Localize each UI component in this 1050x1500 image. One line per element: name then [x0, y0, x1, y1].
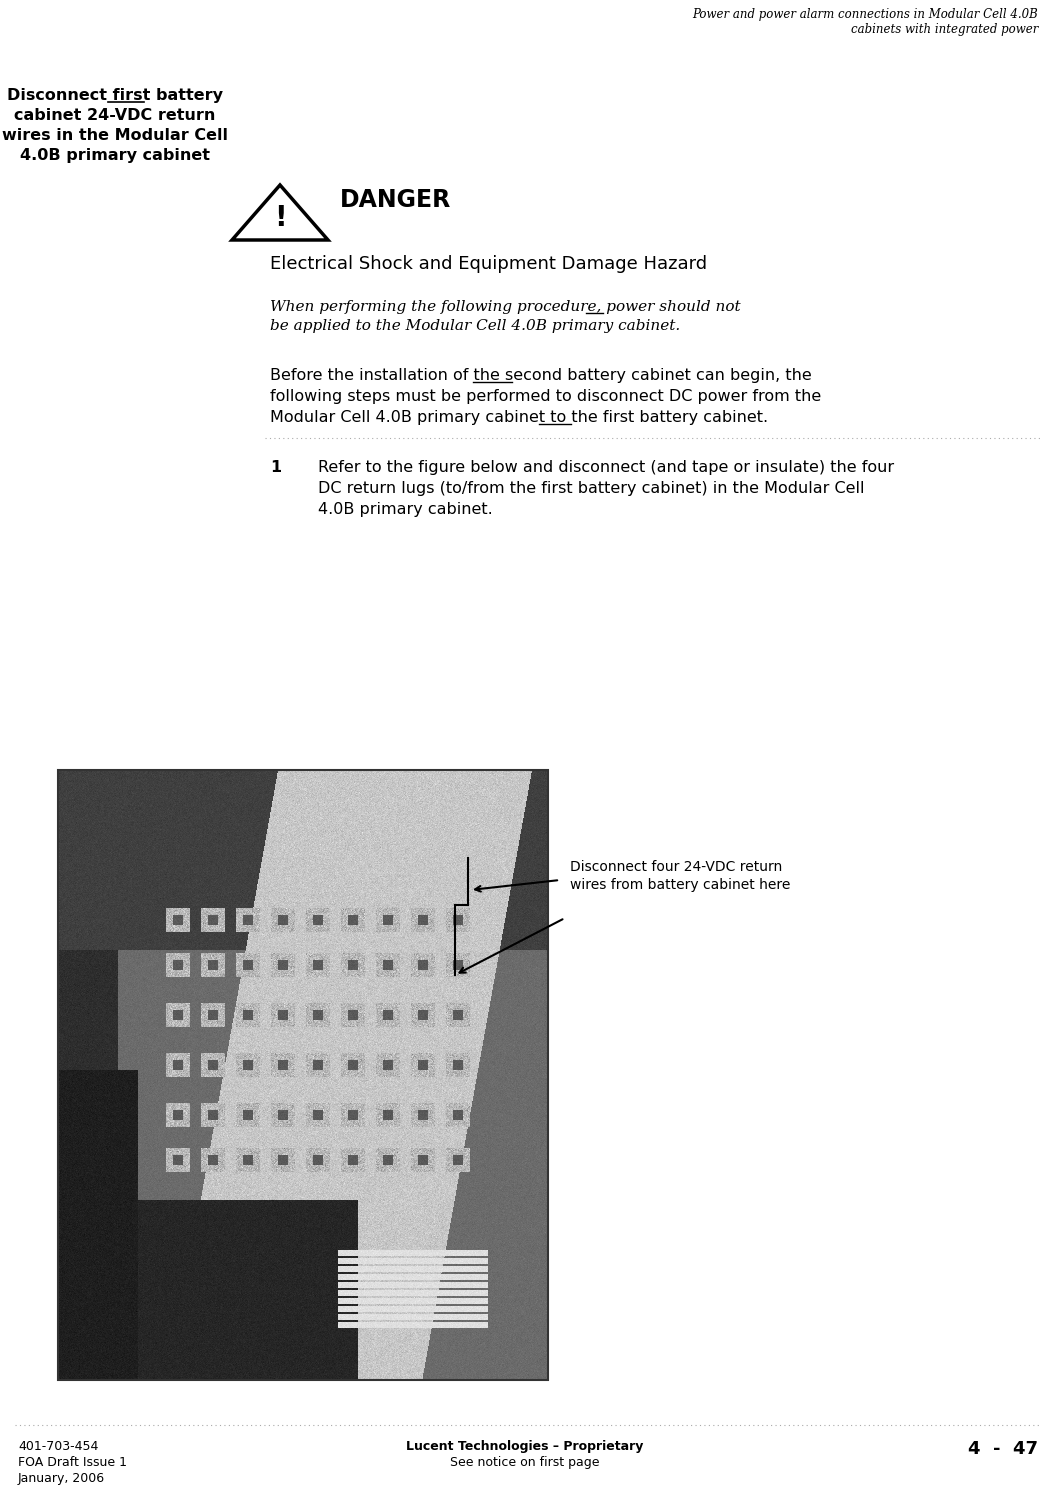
Text: Power and power alarm connections in Modular Cell 4.0B: Power and power alarm connections in Mod…: [692, 8, 1038, 21]
Text: 4.0B primary cabinet.: 4.0B primary cabinet.: [318, 503, 492, 518]
Text: cabinet 24-VDC return: cabinet 24-VDC return: [15, 108, 215, 123]
Text: following steps must be performed to disconnect DC power from the: following steps must be performed to dis…: [270, 388, 821, 404]
Text: wires in the Modular Cell: wires in the Modular Cell: [2, 128, 228, 142]
Text: be applied to the Modular Cell 4.0B primary cabinet.: be applied to the Modular Cell 4.0B prim…: [270, 320, 680, 333]
Text: 4.0B primary cabinet: 4.0B primary cabinet: [20, 148, 210, 164]
Text: January, 2006: January, 2006: [18, 1472, 105, 1485]
Text: Electrical Shock and Equipment Damage Hazard: Electrical Shock and Equipment Damage Ha…: [270, 255, 707, 273]
Text: wires from battery cabinet here: wires from battery cabinet here: [570, 878, 791, 892]
Text: 401-703-454: 401-703-454: [18, 1440, 99, 1454]
Text: 4  -  47: 4 - 47: [968, 1440, 1038, 1458]
Text: DC return lugs (to/from the first battery cabinet) in the Modular Cell: DC return lugs (to/from the first batter…: [318, 482, 864, 496]
Bar: [58, 770, 548, 1380]
Text: FOA Draft Issue 1: FOA Draft Issue 1: [18, 1456, 127, 1468]
Text: Refer to the figure below and disconnect (and tape or insulate) the four: Refer to the figure below and disconnect…: [318, 460, 895, 476]
Text: DANGER: DANGER: [340, 188, 452, 211]
Text: Disconnect four 24-VDC return: Disconnect four 24-VDC return: [570, 859, 782, 874]
Text: !: !: [274, 204, 287, 232]
Text: When performing the following procedure, power should not: When performing the following procedure,…: [270, 300, 740, 313]
Text: Disconnect first battery: Disconnect first battery: [7, 88, 223, 104]
Text: 1: 1: [270, 460, 281, 476]
Text: See notice on first page: See notice on first page: [450, 1456, 600, 1468]
Text: Modular Cell 4.0B primary cabinet to the first battery cabinet.: Modular Cell 4.0B primary cabinet to the…: [270, 410, 769, 424]
Text: cabinets with integrated power: cabinets with integrated power: [850, 22, 1038, 36]
Text: Lucent Technologies – Proprietary: Lucent Technologies – Proprietary: [406, 1440, 644, 1454]
Text: Before the installation of the second battery cabinet can begin, the: Before the installation of the second ba…: [270, 368, 812, 382]
